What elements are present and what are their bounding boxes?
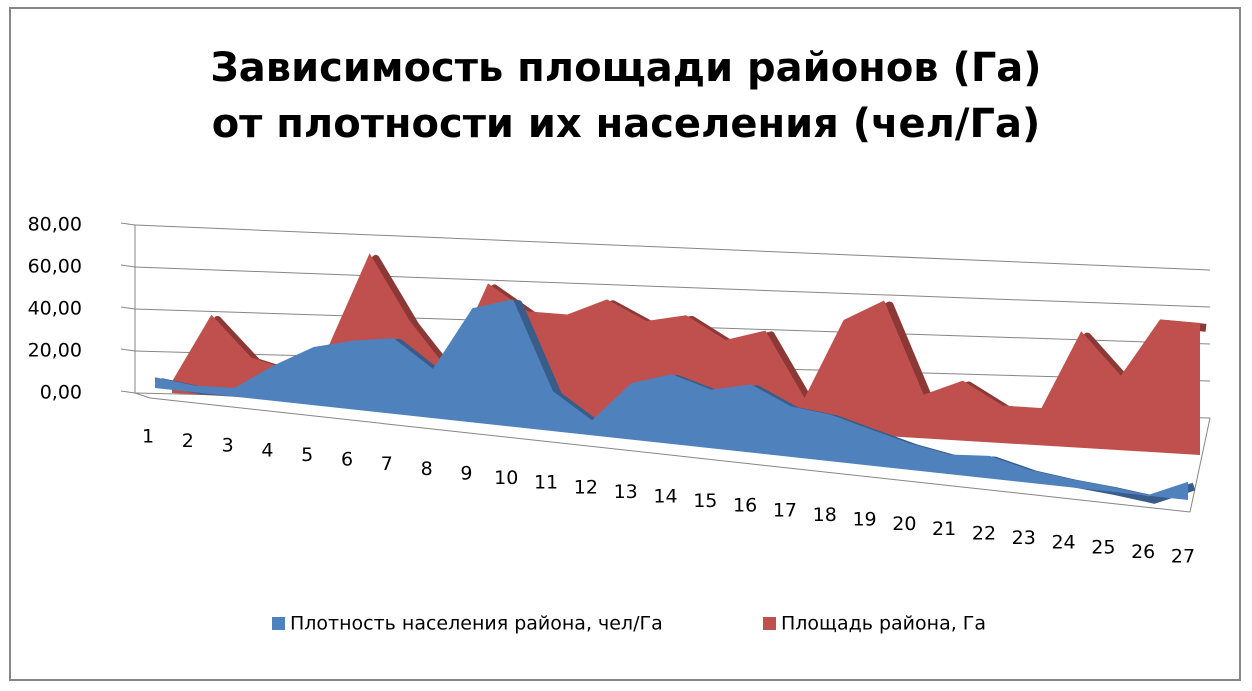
y-tick-label: 80,00: [28, 214, 82, 236]
chart-title: Зависимость площади районов (Га) от плот…: [210, 45, 1042, 147]
y-tick-label: 20,00: [28, 340, 82, 362]
x-tick-label: 12: [574, 476, 598, 498]
legend-swatch: [763, 617, 776, 630]
floor-edge: [134, 392, 151, 399]
x-tick-label: 21: [932, 518, 956, 540]
x-tick-label: 7: [381, 453, 393, 475]
y-tick-mark: [120, 222, 136, 226]
x-tick-label: 17: [773, 499, 797, 521]
y-tick-mark: [120, 264, 136, 268]
grid-line: [134, 266, 1211, 308]
chart-border: [9, 7, 1241, 681]
x-tick-label: 4: [261, 439, 273, 461]
x-tick-label: 23: [1012, 527, 1036, 549]
x-tick-label: 3: [222, 435, 234, 457]
x-tick-label: 5: [301, 444, 313, 466]
x-tick-label: 1: [142, 426, 154, 448]
x-tick-label: 2: [182, 430, 194, 452]
y-tick-mark: [120, 348, 136, 352]
y-tick-label: 0,00: [40, 382, 82, 404]
x-tick-label: 18: [813, 504, 837, 526]
area-top: [154, 299, 1189, 497]
x-tick-label: 14: [653, 486, 677, 508]
floor-edge: [149, 397, 1191, 513]
area-top: [171, 253, 1201, 410]
x-tick-label: 25: [1091, 536, 1115, 558]
x-tick-label: 8: [421, 458, 433, 480]
y-tick-mark: [120, 306, 136, 310]
x-tick-label: 10: [494, 467, 518, 489]
grid-line: [134, 224, 1211, 271]
x-tick-label: 6: [341, 449, 353, 471]
x-tick-label: 15: [693, 490, 717, 512]
legend-swatch: [272, 617, 285, 630]
x-tick-label: 20: [892, 513, 916, 535]
floor-edge: [1189, 417, 1211, 513]
x-tick-label: 22: [972, 522, 996, 544]
x-tick-label: 9: [460, 462, 472, 484]
x-tick-label: 13: [614, 481, 638, 503]
y-tick-label: 60,00: [28, 256, 82, 278]
x-tick-label: 26: [1131, 541, 1155, 563]
y-tick-mark: [120, 390, 136, 394]
legend-label: Плотность населения района, чел/Га: [290, 613, 663, 635]
x-tick-label: 27: [1171, 546, 1195, 568]
x-tick-label: 19: [852, 509, 876, 531]
x-tick-label: 16: [733, 495, 757, 517]
x-tick-label: 24: [1051, 532, 1075, 554]
y-tick-label: 40,00: [28, 298, 82, 320]
x-tick-label: 11: [534, 472, 558, 494]
legend-label: Площадь района, Га: [781, 613, 986, 635]
